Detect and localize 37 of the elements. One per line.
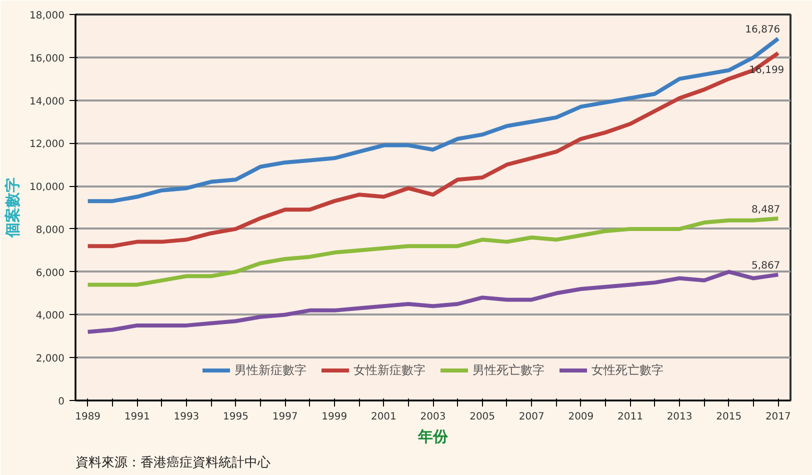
- x-tick-label: 2013: [666, 412, 692, 422]
- x-tick-label: 2015: [716, 412, 742, 422]
- x-tick-label: 2001: [370, 412, 396, 422]
- x-tick-label: 2003: [420, 412, 446, 422]
- y-tick-label: 6,000: [36, 268, 65, 279]
- x-tick-label: 1995: [223, 412, 248, 422]
- x-tick-label: 2007: [518, 412, 544, 422]
- y-tick-label: 16,000: [30, 53, 65, 64]
- y-tick-label: 4,000: [36, 310, 65, 322]
- legend-label: 女性新症數字: [354, 362, 426, 378]
- legend-label: 男性死亡數字: [472, 362, 544, 378]
- legend-label: 男性新症數字: [234, 362, 306, 378]
- y-tick-label: 12,000: [30, 139, 65, 150]
- y-tick-label: 8,000: [36, 224, 65, 236]
- x-tick-label: 2009: [568, 412, 594, 422]
- data-label: 5,867: [752, 260, 780, 272]
- y-tick-label: 10,000: [30, 182, 65, 194]
- x-tick-label: 2005: [470, 412, 496, 422]
- x-tick-label: 2017: [765, 412, 791, 422]
- legend-label: 女性死亡數字: [592, 362, 664, 378]
- data-label: 16,876: [745, 24, 780, 36]
- y-tick-label: 2,000: [36, 354, 65, 365]
- y-tick-label: 18,000: [30, 10, 65, 22]
- y-tick-label: 14,000: [30, 96, 65, 108]
- y-axis-title: 個案數字: [4, 178, 22, 238]
- x-tick-label: 1997: [272, 412, 298, 422]
- data-label: 8,487: [752, 204, 780, 216]
- y-tick-label: 0: [58, 396, 65, 408]
- x-tick-label: 1991: [124, 412, 150, 422]
- x-tick-label: 1999: [322, 412, 348, 422]
- line-series: [86, 270, 780, 334]
- x-axis-title: 年份: [417, 428, 449, 446]
- x-tick-label: 2011: [618, 412, 643, 422]
- x-tick-label: 1993: [174, 412, 200, 422]
- line-series: [86, 216, 780, 287]
- x-tick-label: 1989: [75, 412, 101, 422]
- source-note: 資料來源：香港癌症資料統計中心: [76, 454, 270, 470]
